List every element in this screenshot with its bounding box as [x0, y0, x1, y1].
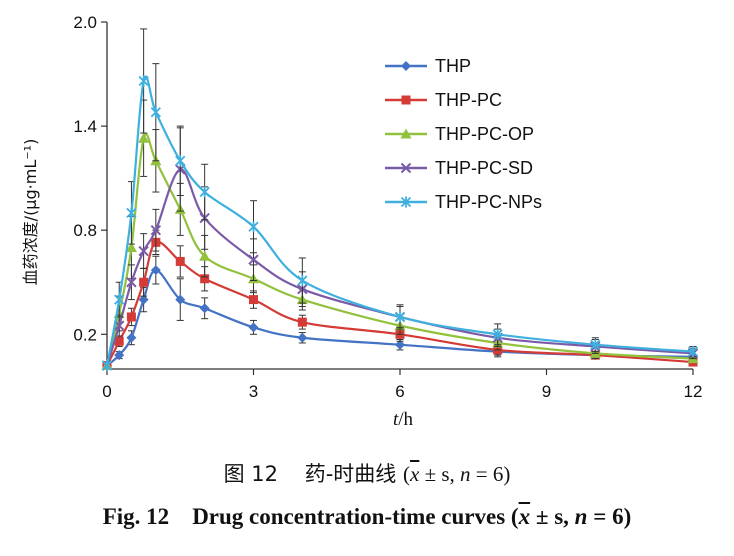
- data-point: [125, 242, 137, 253]
- data-point: [138, 75, 149, 87]
- data-point: [394, 311, 406, 323]
- data-point: [297, 275, 308, 287]
- data-point: [199, 186, 210, 198]
- data-point: [126, 207, 137, 219]
- caption-en-mean: x: [518, 504, 531, 529]
- y-axis-label: 血药浓度/(μg·mL⁻¹): [21, 139, 40, 286]
- x-axis-unit: /h: [398, 409, 413, 430]
- series-layer: [101, 28, 699, 372]
- y-tick-label: 0.2: [73, 325, 97, 344]
- data-point: [126, 312, 136, 322]
- y-tick-label: 1.4: [73, 117, 97, 136]
- data-point: [126, 277, 137, 288]
- caption-en-pm: ± s: [535, 504, 564, 529]
- data-point: [249, 295, 258, 305]
- data-point: [126, 332, 137, 343]
- legend-label: THP: [435, 56, 471, 76]
- data-point: [150, 224, 162, 236]
- data-point: [200, 274, 210, 284]
- data-point: [175, 294, 186, 305]
- y-tick-label: 0.8: [73, 221, 97, 240]
- caption-en-title: Drug concentration-time curves: [192, 504, 506, 529]
- data-point: [248, 322, 259, 333]
- legend-label: THP-PC-OP: [435, 124, 534, 144]
- legend-marker: [401, 61, 411, 71]
- series-line: [105, 168, 694, 366]
- y-tick-label: 2.0: [73, 13, 97, 32]
- data-point: [199, 250, 211, 261]
- data-point: [175, 155, 186, 167]
- x-tick-label: 12: [684, 382, 703, 401]
- chart: 0.20.81.42.00 3 6 9 12 THPTHP-PCTHP-PC-OPTHP…: [21, 13, 702, 430]
- legend-item: THP-PC-OP: [385, 124, 534, 144]
- data-point: [150, 106, 161, 118]
- legend-label: THP-PC-NPs: [435, 192, 542, 212]
- caption-cn-n: n: [460, 462, 471, 486]
- caption-cn-pm: ± s: [424, 462, 450, 486]
- legend-marker: [401, 95, 411, 105]
- x-tick-label: 9: [542, 382, 551, 401]
- legend: THP THP-PC THP-PC-OP THP-PC-SD THP-PC-NPs: [385, 56, 542, 212]
- data-point: [150, 265, 161, 276]
- caption-cn-mean: x: [410, 462, 420, 486]
- caption-en-figure: Fig. 12: [102, 504, 170, 529]
- legend-item: THP-PC-NPs: [385, 192, 542, 212]
- data-point: [114, 350, 125, 361]
- caption-cn-neq: = 6: [475, 462, 504, 486]
- caption-chinese: 图 12 药-时曲线 (x ± s, n = 6): [223, 462, 511, 486]
- data-point: [139, 277, 149, 287]
- data-point: [590, 339, 601, 351]
- x-tick-label: 3: [249, 382, 258, 401]
- data-point: [175, 256, 185, 266]
- x-tick-label: 6: [395, 382, 404, 401]
- data-point: [395, 339, 405, 350]
- data-point: [138, 245, 149, 257]
- legend-marker: [400, 162, 412, 174]
- x-tick-label: 0: [102, 382, 111, 401]
- data-point: [297, 332, 308, 343]
- legend-label: THP-PC: [435, 90, 502, 110]
- data-point: [101, 360, 113, 372]
- legend-item: THP-PC-SD: [385, 158, 533, 178]
- legend-item: THP: [385, 56, 471, 76]
- x-axis-var: t: [393, 409, 399, 430]
- caption-cn-figure: 图 12: [223, 462, 279, 486]
- legend-marker: [400, 128, 412, 139]
- axes: 0.2 0.8 1.4 2.0 0 3 6 9 12: [73, 13, 702, 401]
- data-point: [297, 317, 307, 327]
- caption-cn-title: 药-时曲线: [304, 462, 397, 486]
- data-point: [138, 132, 150, 143]
- caption-english: Fig. 12 Drug concentration-time curves (…: [102, 504, 632, 529]
- caption-en-neq: = 6: [593, 504, 624, 529]
- series-thp-pc-sd: [101, 127, 699, 371]
- caption-en-n: n: [574, 504, 588, 529]
- x-axis-label: t/h: [393, 409, 414, 430]
- data-point: [492, 328, 503, 340]
- data-point: [114, 294, 125, 306]
- legend-marker: [400, 196, 412, 208]
- data-point: [248, 254, 259, 265]
- legend-label: THP-PC-SD: [435, 158, 533, 178]
- data-point: [114, 336, 124, 346]
- legend-item: THP-PC: [385, 90, 502, 110]
- series-thp-pc-nps: [101, 28, 699, 372]
- data-point: [248, 221, 259, 233]
- data-point: [199, 303, 210, 314]
- data-point: [687, 346, 699, 358]
- data-point: [138, 294, 149, 305]
